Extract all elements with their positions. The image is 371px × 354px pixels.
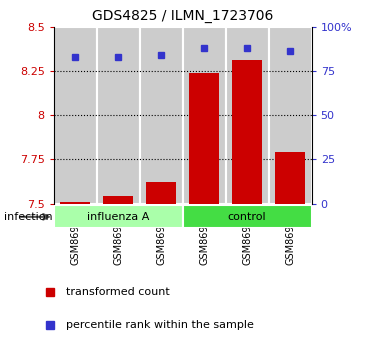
Bar — [140, 27, 183, 204]
Bar — [275, 152, 305, 204]
Bar — [54, 27, 97, 204]
Text: transformed count: transformed count — [66, 287, 170, 297]
Text: percentile rank within the sample: percentile rank within the sample — [66, 320, 255, 330]
Text: infection: infection — [4, 212, 52, 222]
Bar — [146, 182, 176, 204]
Bar — [183, 27, 226, 204]
Title: GDS4825 / ILMN_1723706: GDS4825 / ILMN_1723706 — [92, 9, 273, 23]
Bar — [103, 196, 133, 204]
Bar — [232, 60, 262, 204]
Bar — [60, 202, 90, 204]
Bar — [189, 73, 219, 204]
Bar — [226, 27, 269, 204]
Bar — [269, 27, 312, 204]
Bar — [97, 27, 140, 204]
Text: influenza A: influenza A — [87, 212, 150, 222]
Bar — [54, 205, 183, 228]
Text: control: control — [228, 212, 266, 222]
Bar — [183, 205, 312, 228]
